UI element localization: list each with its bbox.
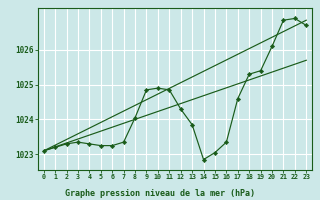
Text: Graphe pression niveau de la mer (hPa): Graphe pression niveau de la mer (hPa) xyxy=(65,189,255,198)
